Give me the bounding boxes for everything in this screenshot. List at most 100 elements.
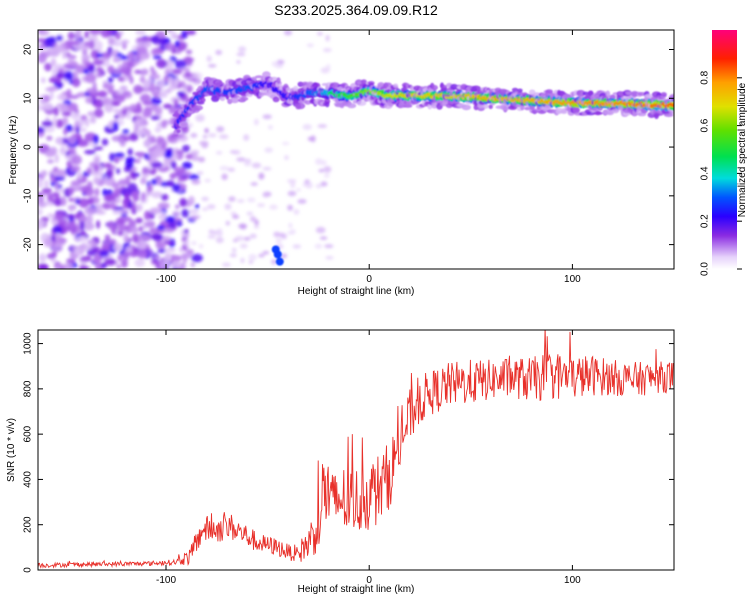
noise-blob xyxy=(149,169,156,175)
noise-blob xyxy=(84,30,89,39)
x-tick-label: 100 xyxy=(564,274,581,285)
noise-blob xyxy=(185,30,197,35)
noise-blob xyxy=(251,162,262,169)
noise-blob xyxy=(89,40,95,50)
noise-blob xyxy=(104,234,111,241)
x-tick-label: 0 xyxy=(366,575,372,586)
ridge-halo xyxy=(608,94,617,99)
noise-blob xyxy=(60,197,67,207)
noise-blob xyxy=(127,51,135,60)
noise-blob xyxy=(207,133,217,138)
noise-blob xyxy=(89,115,97,124)
noise-blob xyxy=(77,135,82,143)
noise-blob xyxy=(38,176,43,185)
colorbar-gradient xyxy=(712,30,737,269)
ridge-halo xyxy=(511,87,519,92)
noise-blob xyxy=(268,125,273,130)
noise-blob xyxy=(38,53,47,64)
noise-blob xyxy=(43,238,53,248)
noise-blob xyxy=(228,196,236,202)
ridge-core xyxy=(671,103,674,108)
noise-blob xyxy=(93,134,99,145)
noise-blob xyxy=(144,210,151,221)
noise-blob xyxy=(326,63,331,71)
noise-blob xyxy=(68,135,77,145)
noise-blob xyxy=(85,118,90,128)
noise-blob xyxy=(165,180,175,187)
noise-blob xyxy=(50,58,57,67)
noise-blob xyxy=(240,257,245,264)
noise-blob xyxy=(204,128,209,134)
noise-blob xyxy=(151,178,157,185)
y-tick-label: 10 xyxy=(23,92,34,104)
colorbar-tick-label: 0.4 xyxy=(700,166,711,180)
noise-blob xyxy=(141,191,146,202)
noise-blob xyxy=(93,146,104,151)
noise-blob xyxy=(80,114,88,121)
noise-blob xyxy=(126,110,132,120)
noise-blob xyxy=(207,234,216,239)
noise-blob xyxy=(296,188,301,192)
noise-blob xyxy=(171,260,182,269)
isolated-blob xyxy=(275,257,284,266)
noise-blob xyxy=(62,116,69,126)
noise-blob xyxy=(143,236,152,241)
noise-blob xyxy=(84,41,91,47)
noise-blob xyxy=(133,84,144,94)
noise-blob xyxy=(119,30,124,36)
noise-blob xyxy=(42,102,54,111)
noise-blob xyxy=(118,224,130,231)
spectrogram-y-ticks: 20 10 0 -10 -20 xyxy=(23,44,674,252)
noise-blob xyxy=(115,56,121,61)
ridge-halo xyxy=(295,102,306,110)
noise-blob xyxy=(236,52,246,57)
ridge-halo xyxy=(524,106,531,111)
noise-blob xyxy=(84,73,97,84)
noise-blob xyxy=(86,167,93,175)
ridge-halo xyxy=(272,96,280,103)
noise-blob xyxy=(38,253,47,263)
noise-blob xyxy=(257,203,265,207)
noise-blob xyxy=(67,56,72,63)
noise-blob xyxy=(227,167,236,172)
noise-blob xyxy=(238,46,247,53)
x-tick-label: 100 xyxy=(564,575,581,586)
ridge-halo xyxy=(234,94,240,99)
ridge-halo xyxy=(644,93,655,98)
ridge-halo xyxy=(275,81,282,88)
noise-blob xyxy=(163,256,171,265)
noise-blob xyxy=(75,225,81,233)
noise-blob xyxy=(81,54,91,61)
y-tick-label: 400 xyxy=(23,471,34,488)
noise-blob xyxy=(195,114,205,122)
noise-blob xyxy=(270,259,278,265)
y-tick-label: -10 xyxy=(23,188,34,203)
noise-blob xyxy=(92,59,104,66)
ridge-halo xyxy=(393,83,399,88)
noise-blob xyxy=(103,162,112,169)
noise-blob xyxy=(179,197,188,207)
noise-blob xyxy=(196,171,204,175)
noise-blob xyxy=(113,40,122,47)
noise-blob xyxy=(56,74,61,85)
noise-blob xyxy=(99,250,110,258)
noise-blob xyxy=(95,66,104,73)
noise-blob xyxy=(51,251,58,256)
colorbar-label: Normalized spectral amplitude xyxy=(737,82,748,217)
noise-blob xyxy=(58,238,68,243)
noise-blob xyxy=(286,231,295,235)
figure-title: S233.2025.364.09.09.R12 xyxy=(274,2,438,18)
noise-blob xyxy=(185,153,194,160)
noise-blob xyxy=(166,30,172,33)
noise-blob xyxy=(111,182,120,189)
noise-blob xyxy=(172,68,183,75)
snr-series-line xyxy=(38,330,674,569)
noise-blob xyxy=(262,166,272,171)
noise-blob xyxy=(182,144,191,153)
noise-blob xyxy=(111,101,121,107)
noise-blob xyxy=(113,152,125,158)
noise-blob xyxy=(56,103,69,108)
noise-blob xyxy=(236,60,241,64)
snr-frame xyxy=(37,329,675,571)
